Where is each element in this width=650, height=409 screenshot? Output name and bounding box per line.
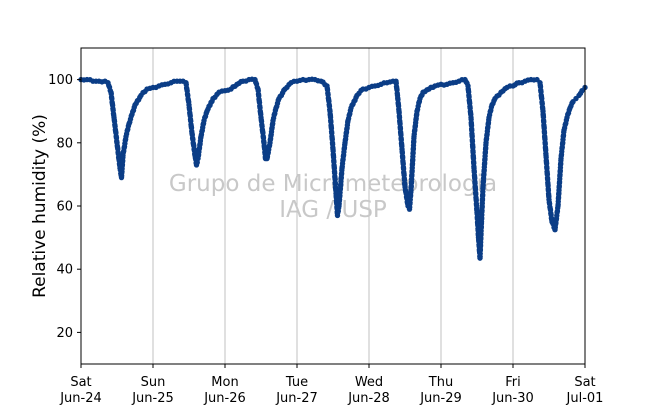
y-tick-label: 100 [48,73,73,88]
data-points [78,76,588,261]
y-tick-label: 20 [56,326,73,341]
x-tick-date-label: Jun-26 [203,391,246,406]
vertical-gridlines [152,48,514,364]
x-tick-date-label: Jun-29 [419,391,462,406]
x-tick-date-label: Jun-24 [59,391,102,406]
x-tick-day-label: Wed [355,375,383,390]
y-axis-label: Relative humidity (%) [30,114,50,298]
x-tick-date-label: Jul-01 [566,391,604,406]
x-tick-date-label: Jun-28 [347,391,390,406]
y-tick-label: 80 [56,136,73,151]
x-tick-date-label: Jun-27 [275,391,318,406]
y-tick-label: 40 [56,263,73,278]
x-tick-day-label: Thu [428,375,453,390]
x-tick-day-label: Sat [70,375,91,390]
x-tick-date-label: Jun-25 [131,391,174,406]
x-tick-day-label: Sun [141,375,166,390]
x-tick-day-label: Mon [211,375,238,390]
x-axis-ticks: SatJun-24SunJun-25MonJun-26TueJun-27WedJ… [59,364,603,406]
y-axis-ticks: 20 40 60 80 100 [48,73,81,341]
watermark: Grupo de Micrometeorologia IAG / USP [169,171,497,223]
x-tick-day-label: Sat [574,375,595,390]
watermark-line-2: IAG / USP [279,197,387,223]
y-tick-label: 60 [56,200,73,215]
x-tick-day-label: Tue [285,375,308,390]
x-tick-date-label: Jun-30 [491,391,534,406]
x-tick-day-label: Fri [505,375,521,390]
